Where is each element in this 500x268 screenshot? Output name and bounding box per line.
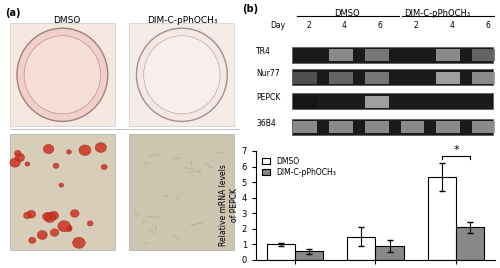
Ellipse shape bbox=[10, 158, 20, 167]
FancyBboxPatch shape bbox=[329, 49, 353, 61]
FancyBboxPatch shape bbox=[293, 96, 317, 108]
Bar bbox=[295, 251, 323, 260]
FancyBboxPatch shape bbox=[292, 119, 492, 135]
Ellipse shape bbox=[66, 227, 72, 232]
Ellipse shape bbox=[95, 143, 106, 152]
FancyBboxPatch shape bbox=[436, 121, 460, 133]
Ellipse shape bbox=[101, 164, 107, 170]
FancyBboxPatch shape bbox=[364, 121, 388, 133]
Y-axis label: Relative mRNA levels
of PEPCK: Relative mRNA levels of PEPCK bbox=[220, 165, 239, 246]
Ellipse shape bbox=[42, 213, 51, 221]
Text: 4: 4 bbox=[342, 21, 347, 30]
FancyBboxPatch shape bbox=[293, 121, 317, 133]
Text: DIM-C-pPhOCH₃: DIM-C-pPhOCH₃ bbox=[146, 16, 217, 25]
Ellipse shape bbox=[24, 212, 31, 219]
Text: 36B4: 36B4 bbox=[256, 119, 276, 128]
FancyBboxPatch shape bbox=[293, 72, 317, 84]
Ellipse shape bbox=[15, 153, 24, 162]
Ellipse shape bbox=[37, 230, 48, 240]
FancyBboxPatch shape bbox=[472, 49, 496, 61]
Ellipse shape bbox=[136, 28, 228, 121]
FancyBboxPatch shape bbox=[400, 121, 424, 133]
Text: PEPCK: PEPCK bbox=[256, 94, 280, 102]
Text: DMSO: DMSO bbox=[334, 9, 359, 18]
Ellipse shape bbox=[59, 183, 64, 187]
FancyBboxPatch shape bbox=[292, 47, 492, 63]
Text: (b): (b) bbox=[242, 4, 258, 14]
Ellipse shape bbox=[25, 162, 30, 166]
FancyBboxPatch shape bbox=[10, 134, 115, 250]
Ellipse shape bbox=[50, 229, 59, 236]
Ellipse shape bbox=[68, 226, 72, 230]
Text: DIM-C-pPhOCH₃: DIM-C-pPhOCH₃ bbox=[404, 9, 470, 18]
Ellipse shape bbox=[44, 213, 56, 222]
Text: Day: Day bbox=[270, 21, 285, 30]
Ellipse shape bbox=[72, 237, 85, 248]
Text: TR4: TR4 bbox=[256, 47, 271, 56]
FancyBboxPatch shape bbox=[472, 121, 496, 133]
Ellipse shape bbox=[27, 210, 36, 218]
Ellipse shape bbox=[44, 144, 54, 154]
Text: (a): (a) bbox=[5, 8, 20, 18]
Ellipse shape bbox=[58, 221, 70, 232]
Text: 2: 2 bbox=[306, 21, 311, 30]
FancyBboxPatch shape bbox=[292, 69, 492, 85]
Bar bbox=[428, 177, 456, 260]
Text: Nur77: Nur77 bbox=[256, 69, 280, 79]
FancyBboxPatch shape bbox=[436, 72, 460, 84]
Legend: DMSO, DIM-C-pPhOCH₃: DMSO, DIM-C-pPhOCH₃ bbox=[260, 155, 338, 179]
FancyBboxPatch shape bbox=[472, 72, 496, 84]
Ellipse shape bbox=[79, 145, 91, 155]
Bar bbox=[456, 227, 484, 260]
FancyBboxPatch shape bbox=[292, 93, 492, 109]
Text: DMSO: DMSO bbox=[54, 16, 81, 25]
Ellipse shape bbox=[70, 210, 79, 217]
Bar bbox=[267, 244, 295, 260]
Text: *: * bbox=[453, 145, 459, 155]
Bar bbox=[376, 246, 404, 260]
FancyBboxPatch shape bbox=[364, 96, 388, 108]
FancyBboxPatch shape bbox=[130, 23, 234, 126]
Ellipse shape bbox=[29, 237, 36, 243]
FancyBboxPatch shape bbox=[130, 134, 234, 250]
Ellipse shape bbox=[144, 36, 220, 114]
Ellipse shape bbox=[49, 211, 58, 220]
Ellipse shape bbox=[53, 163, 59, 168]
FancyBboxPatch shape bbox=[329, 72, 353, 84]
FancyBboxPatch shape bbox=[329, 121, 353, 133]
FancyBboxPatch shape bbox=[364, 49, 388, 61]
Bar bbox=[348, 237, 376, 260]
FancyBboxPatch shape bbox=[436, 49, 460, 61]
Ellipse shape bbox=[17, 28, 108, 121]
FancyBboxPatch shape bbox=[364, 72, 388, 84]
Text: 6: 6 bbox=[486, 21, 490, 30]
Text: 6: 6 bbox=[378, 21, 382, 30]
Ellipse shape bbox=[14, 150, 21, 156]
FancyBboxPatch shape bbox=[10, 23, 115, 126]
Text: 2: 2 bbox=[414, 21, 418, 30]
Ellipse shape bbox=[66, 150, 71, 154]
Ellipse shape bbox=[24, 36, 101, 114]
Text: 4: 4 bbox=[450, 21, 454, 30]
Ellipse shape bbox=[87, 221, 93, 226]
